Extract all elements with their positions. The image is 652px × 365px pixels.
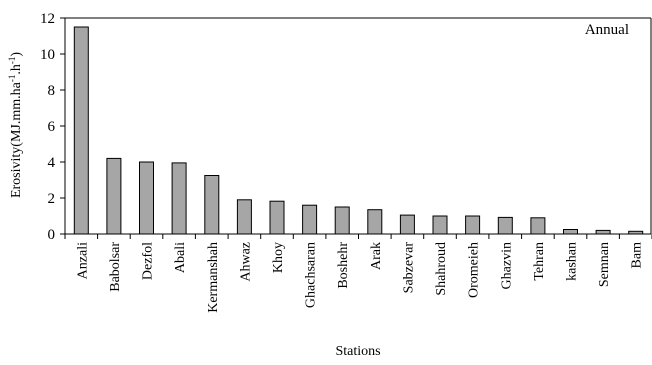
bar-boshehr: [334, 206, 350, 235]
x-tick-label: Babolsar: [108, 242, 123, 292]
x-tick-label: Bam: [630, 242, 645, 269]
y-tick-label: 8: [48, 83, 56, 99]
x-tick-label: Arak: [369, 242, 384, 270]
bar-semnan: [595, 229, 611, 235]
bar-oromeieh: [465, 215, 481, 235]
y-tick-label: 2: [48, 191, 56, 207]
bar-sabzevar: [399, 214, 415, 235]
bar-tehran: [530, 217, 546, 235]
y-tick-label: 0: [48, 227, 56, 243]
x-tick-label: kashan: [565, 242, 580, 281]
bar-ghazvin: [497, 216, 513, 235]
x-axis-title: Stations: [335, 344, 380, 359]
x-tick-label: Abali: [173, 242, 188, 273]
bar-khoy: [269, 200, 285, 235]
bar-anzali: [73, 26, 89, 235]
y-tick-label: 12: [40, 11, 55, 27]
x-tick-label: Tehran: [532, 242, 547, 281]
bar-dezfol: [139, 161, 154, 235]
y-tick-label: 4: [48, 155, 56, 171]
x-tick-label: Ghazvin: [499, 242, 514, 289]
bar-abali: [171, 162, 187, 235]
x-tick-label: Semnan: [597, 242, 612, 287]
bar-kermanshah: [204, 175, 220, 235]
x-tick-label: Boshehr: [336, 242, 351, 289]
bar-ahwaz: [236, 199, 252, 235]
x-tick-label: Khoy: [271, 242, 286, 273]
bar-arak: [367, 209, 383, 235]
x-tick-label: Oromeieh: [467, 242, 482, 298]
x-tick-label: Anzali: [75, 242, 90, 279]
x-tick-label: Shahroud: [434, 242, 449, 296]
bar-babolsar: [106, 157, 122, 235]
bar-shahroud: [432, 215, 448, 235]
y-tick-label: 6: [48, 119, 56, 135]
x-tick-label: Sabzevar: [401, 242, 416, 294]
bar-kashan: [563, 229, 578, 235]
x-tick-label: Ahwaz: [238, 242, 253, 282]
y-axis-title: Erosivity(MJ.mm.ha-1.h-1): [7, 52, 24, 198]
y-tick-label: 10: [40, 47, 55, 63]
bar-ghachsaran: [302, 204, 318, 235]
x-tick-label: Kermanshah: [206, 242, 221, 313]
x-tick-label: Ghachsaran: [304, 242, 319, 308]
annotation-label: Annual: [585, 22, 629, 38]
x-tick-label: Dezfol: [141, 242, 156, 280]
